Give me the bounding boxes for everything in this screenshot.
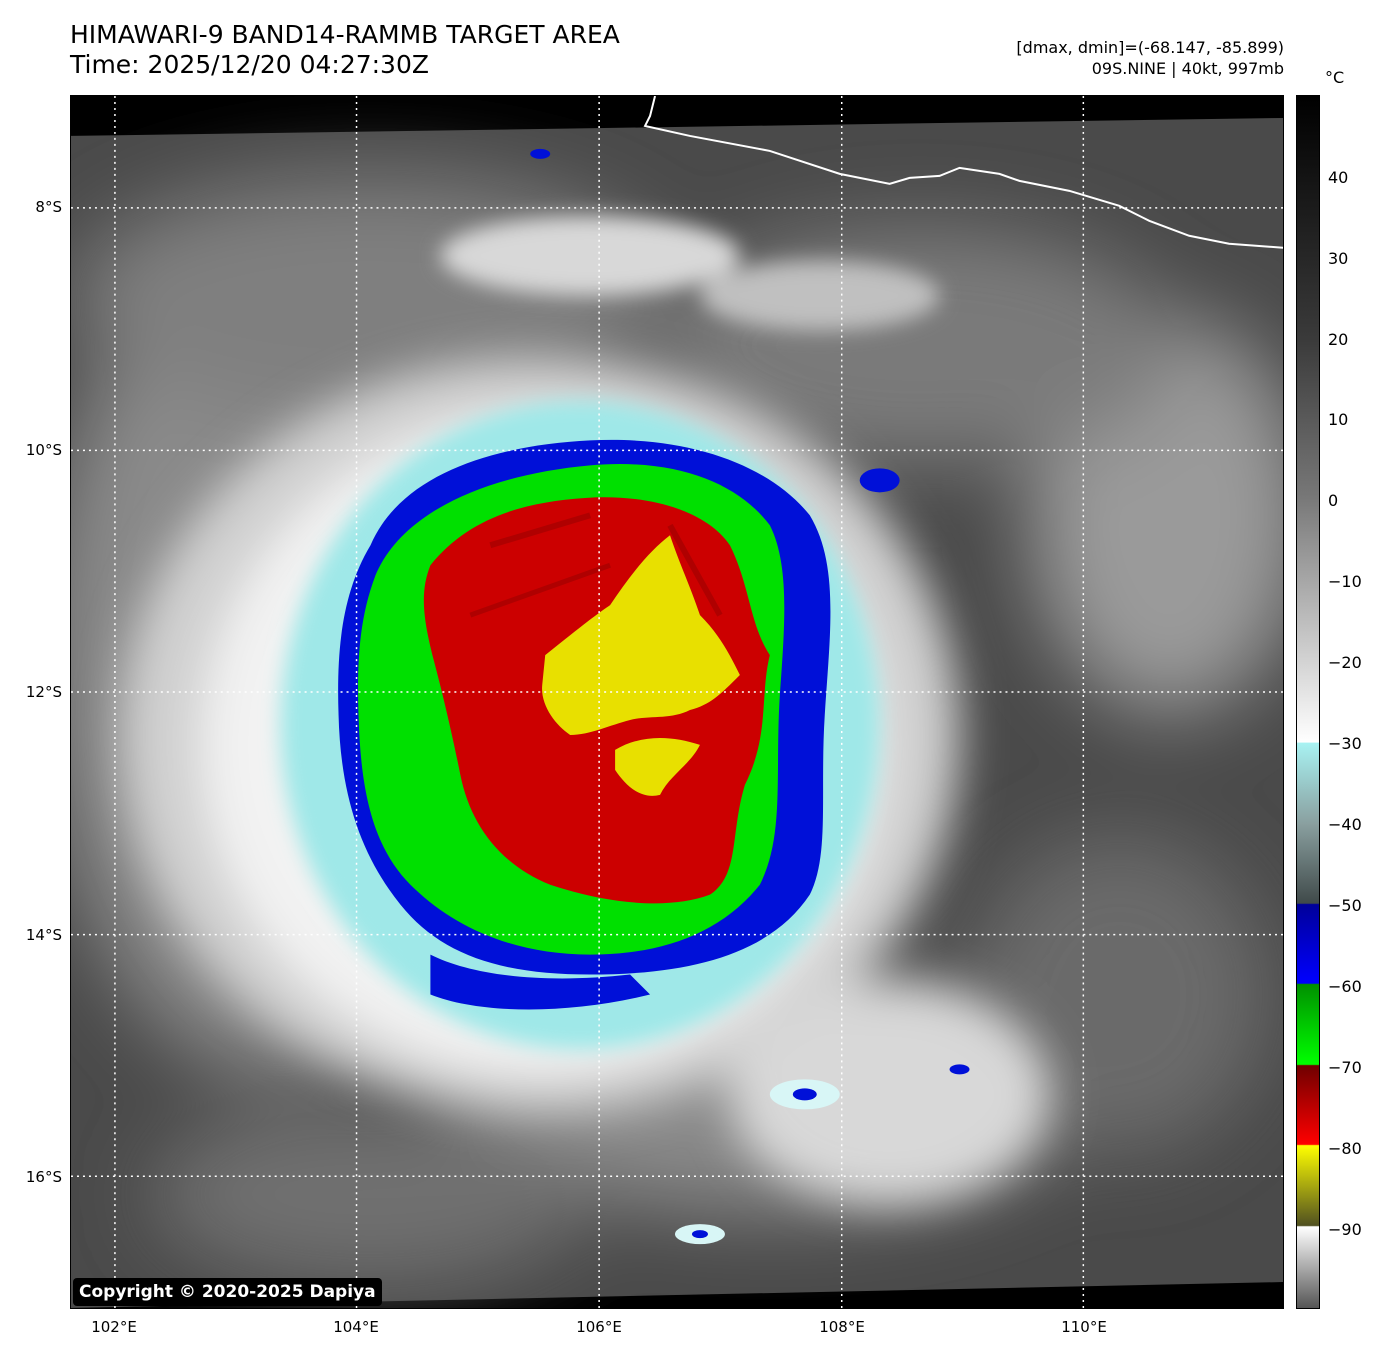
colorbar-tick: −70	[1328, 1058, 1362, 1077]
lon-tick-104e: 104°E	[333, 1318, 379, 1336]
colorbar-tick: −40	[1328, 815, 1362, 834]
colorbar-tick: 10	[1328, 410, 1349, 429]
lat-tick-14s: 14°S	[25, 926, 62, 944]
storm-info: [dmax, dmin]=(-68.147, -85.899) 09S.NINE…	[1016, 37, 1284, 79]
colorbar-tick: −20	[1328, 653, 1362, 672]
temperature-colorbar	[1296, 95, 1320, 1309]
colorbar-tick: −10	[1328, 572, 1362, 591]
dmax-dmin-text: [dmax, dmin]=(-68.147, -85.899)	[1016, 38, 1284, 57]
colorbar-tick: 20	[1328, 330, 1349, 349]
colorbar-tick: −30	[1328, 734, 1362, 753]
storm-id-text: 09S.NINE | 40kt, 997mb	[1091, 59, 1284, 78]
colorbar-tick: 30	[1328, 249, 1349, 268]
colorbar-tick: 0	[1328, 491, 1339, 510]
colorbar-tick: −50	[1328, 896, 1362, 915]
colorbar-tick: −90	[1328, 1220, 1362, 1239]
coastline	[643, 96, 1283, 249]
convective-cells	[530, 148, 970, 1245]
graticule	[71, 96, 1283, 1308]
title-line-2: Time: 2025/12/20 04:27:30Z	[70, 50, 429, 79]
lon-tick-108e: 108°E	[819, 1318, 865, 1336]
colorbar-tick: 40	[1328, 168, 1349, 187]
yellow-core	[542, 535, 740, 735]
lat-tick-8s: 8°S	[35, 198, 62, 216]
chart-title: HIMAWARI-9 BAND14-RAMMB TARGET AREA Time…	[70, 20, 620, 80]
colorbar-tick: −60	[1328, 977, 1362, 996]
no-data-top	[71, 96, 1283, 136]
title-line-1: HIMAWARI-9 BAND14-RAMMB TARGET AREA	[70, 20, 620, 49]
satellite-imagery	[71, 96, 1283, 1308]
lat-tick-16s: 16°S	[25, 1168, 62, 1186]
satellite-image: Copyright © 2020-2025 Dapiya	[70, 95, 1284, 1309]
lat-tick-12s: 12°S	[25, 683, 62, 701]
colorbar-unit: °C	[1325, 68, 1345, 87]
lon-tick-110e: 110°E	[1061, 1318, 1107, 1336]
lon-tick-106e: 106°E	[576, 1318, 622, 1336]
copyright-label: Copyright © 2020-2025 Dapiya	[73, 1278, 382, 1306]
lat-tick-10s: 10°S	[25, 441, 62, 459]
lon-tick-102e: 102°E	[91, 1318, 137, 1336]
colorbar-tick: −80	[1328, 1139, 1362, 1158]
